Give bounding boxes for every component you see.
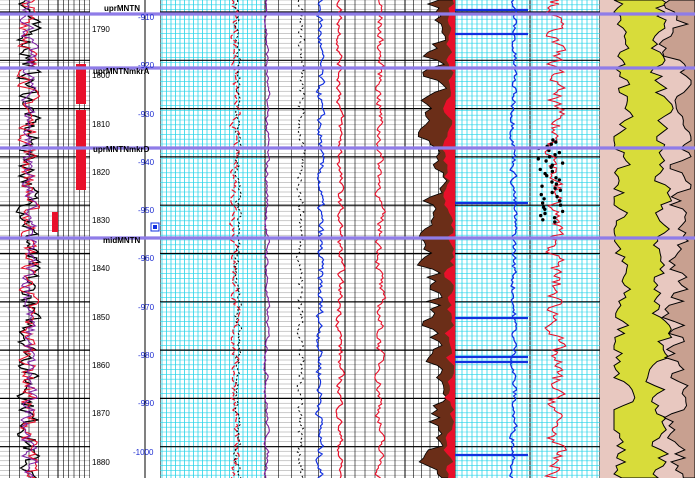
core-data-point (550, 169, 555, 174)
lithology-clay-fill (658, 0, 695, 478)
core-data-point (543, 211, 547, 216)
formation-top-lines[interactable] (0, 12, 695, 240)
formation-top-label: uprMNTNmkrA (93, 67, 150, 76)
core-data-point (558, 188, 563, 193)
ss-label: -940 (138, 158, 155, 167)
core-data-point (558, 199, 562, 203)
core-data-point (544, 159, 548, 163)
core-data-point (554, 140, 558, 144)
porosity-red-fill (441, 0, 455, 478)
core-data-point (553, 153, 557, 157)
md-label: 1860 (92, 361, 110, 370)
core-data-point (547, 148, 551, 153)
core-data-point (553, 186, 557, 190)
ss-label: -970 (138, 303, 155, 312)
core-data-point (541, 218, 545, 222)
ss-label: -980 (138, 351, 155, 360)
formation-top-label: uprMNTN (104, 4, 140, 13)
md-label: 1830 (92, 216, 110, 225)
md-label: 1850 (92, 313, 110, 322)
core-data-point (539, 213, 543, 218)
ss-label: -960 (138, 254, 155, 263)
track-marker-icon[interactable] (150, 222, 160, 232)
core-data-point (552, 216, 557, 220)
gamma-flag-block (76, 64, 86, 104)
gamma-flag-block (76, 110, 86, 190)
ss-label: -920 (138, 61, 155, 70)
core-data-point (549, 165, 553, 169)
core-data-point (542, 197, 546, 201)
formation-top-label: uprMNTNmkrD (93, 145, 150, 154)
core-data-point (555, 195, 559, 199)
gamma-flag-block (52, 212, 58, 232)
core-data-point (550, 190, 554, 195)
density-porosity-curve (232, 0, 243, 478)
core-data-point (554, 182, 559, 186)
formation-top-label: midMNTN (103, 236, 141, 245)
depth-labels: 1790 1800 1810 1820 1830 1840 1850 1860 … (92, 4, 155, 467)
ss-label: -910 (138, 13, 155, 22)
core-data-point (550, 180, 554, 184)
md-label: 1840 (92, 264, 110, 273)
md-label: 1820 (92, 168, 110, 177)
core-data-point (545, 174, 549, 178)
core-data-point (538, 167, 542, 172)
core-data-point (557, 150, 562, 155)
ss-label: -1000 (133, 448, 154, 457)
md-label: 1870 (92, 409, 110, 418)
md-label: 1800 (92, 71, 110, 80)
core-data-point (547, 155, 552, 159)
core-data-point (558, 203, 563, 207)
core-data-point (560, 161, 565, 165)
core-data-point (554, 176, 558, 180)
core-data-point (543, 207, 547, 211)
core-data-point (557, 178, 562, 182)
core-data-point (536, 157, 541, 161)
core-data-point (553, 220, 557, 224)
core-data-point (549, 142, 554, 146)
ss-label: -990 (138, 399, 155, 408)
core-data-point (560, 209, 565, 214)
md-label: 1790 (92, 25, 110, 34)
core-data-point (540, 184, 544, 188)
md-label: 1880 (92, 458, 110, 467)
ss-label: -930 (138, 110, 155, 119)
md-label: 1810 (92, 120, 110, 129)
core-data-point (551, 138, 555, 142)
core-data-point (539, 192, 543, 197)
ss-label: -950 (138, 206, 155, 215)
core-data-point (540, 201, 545, 205)
neutron-porosity-curve (229, 0, 241, 478)
